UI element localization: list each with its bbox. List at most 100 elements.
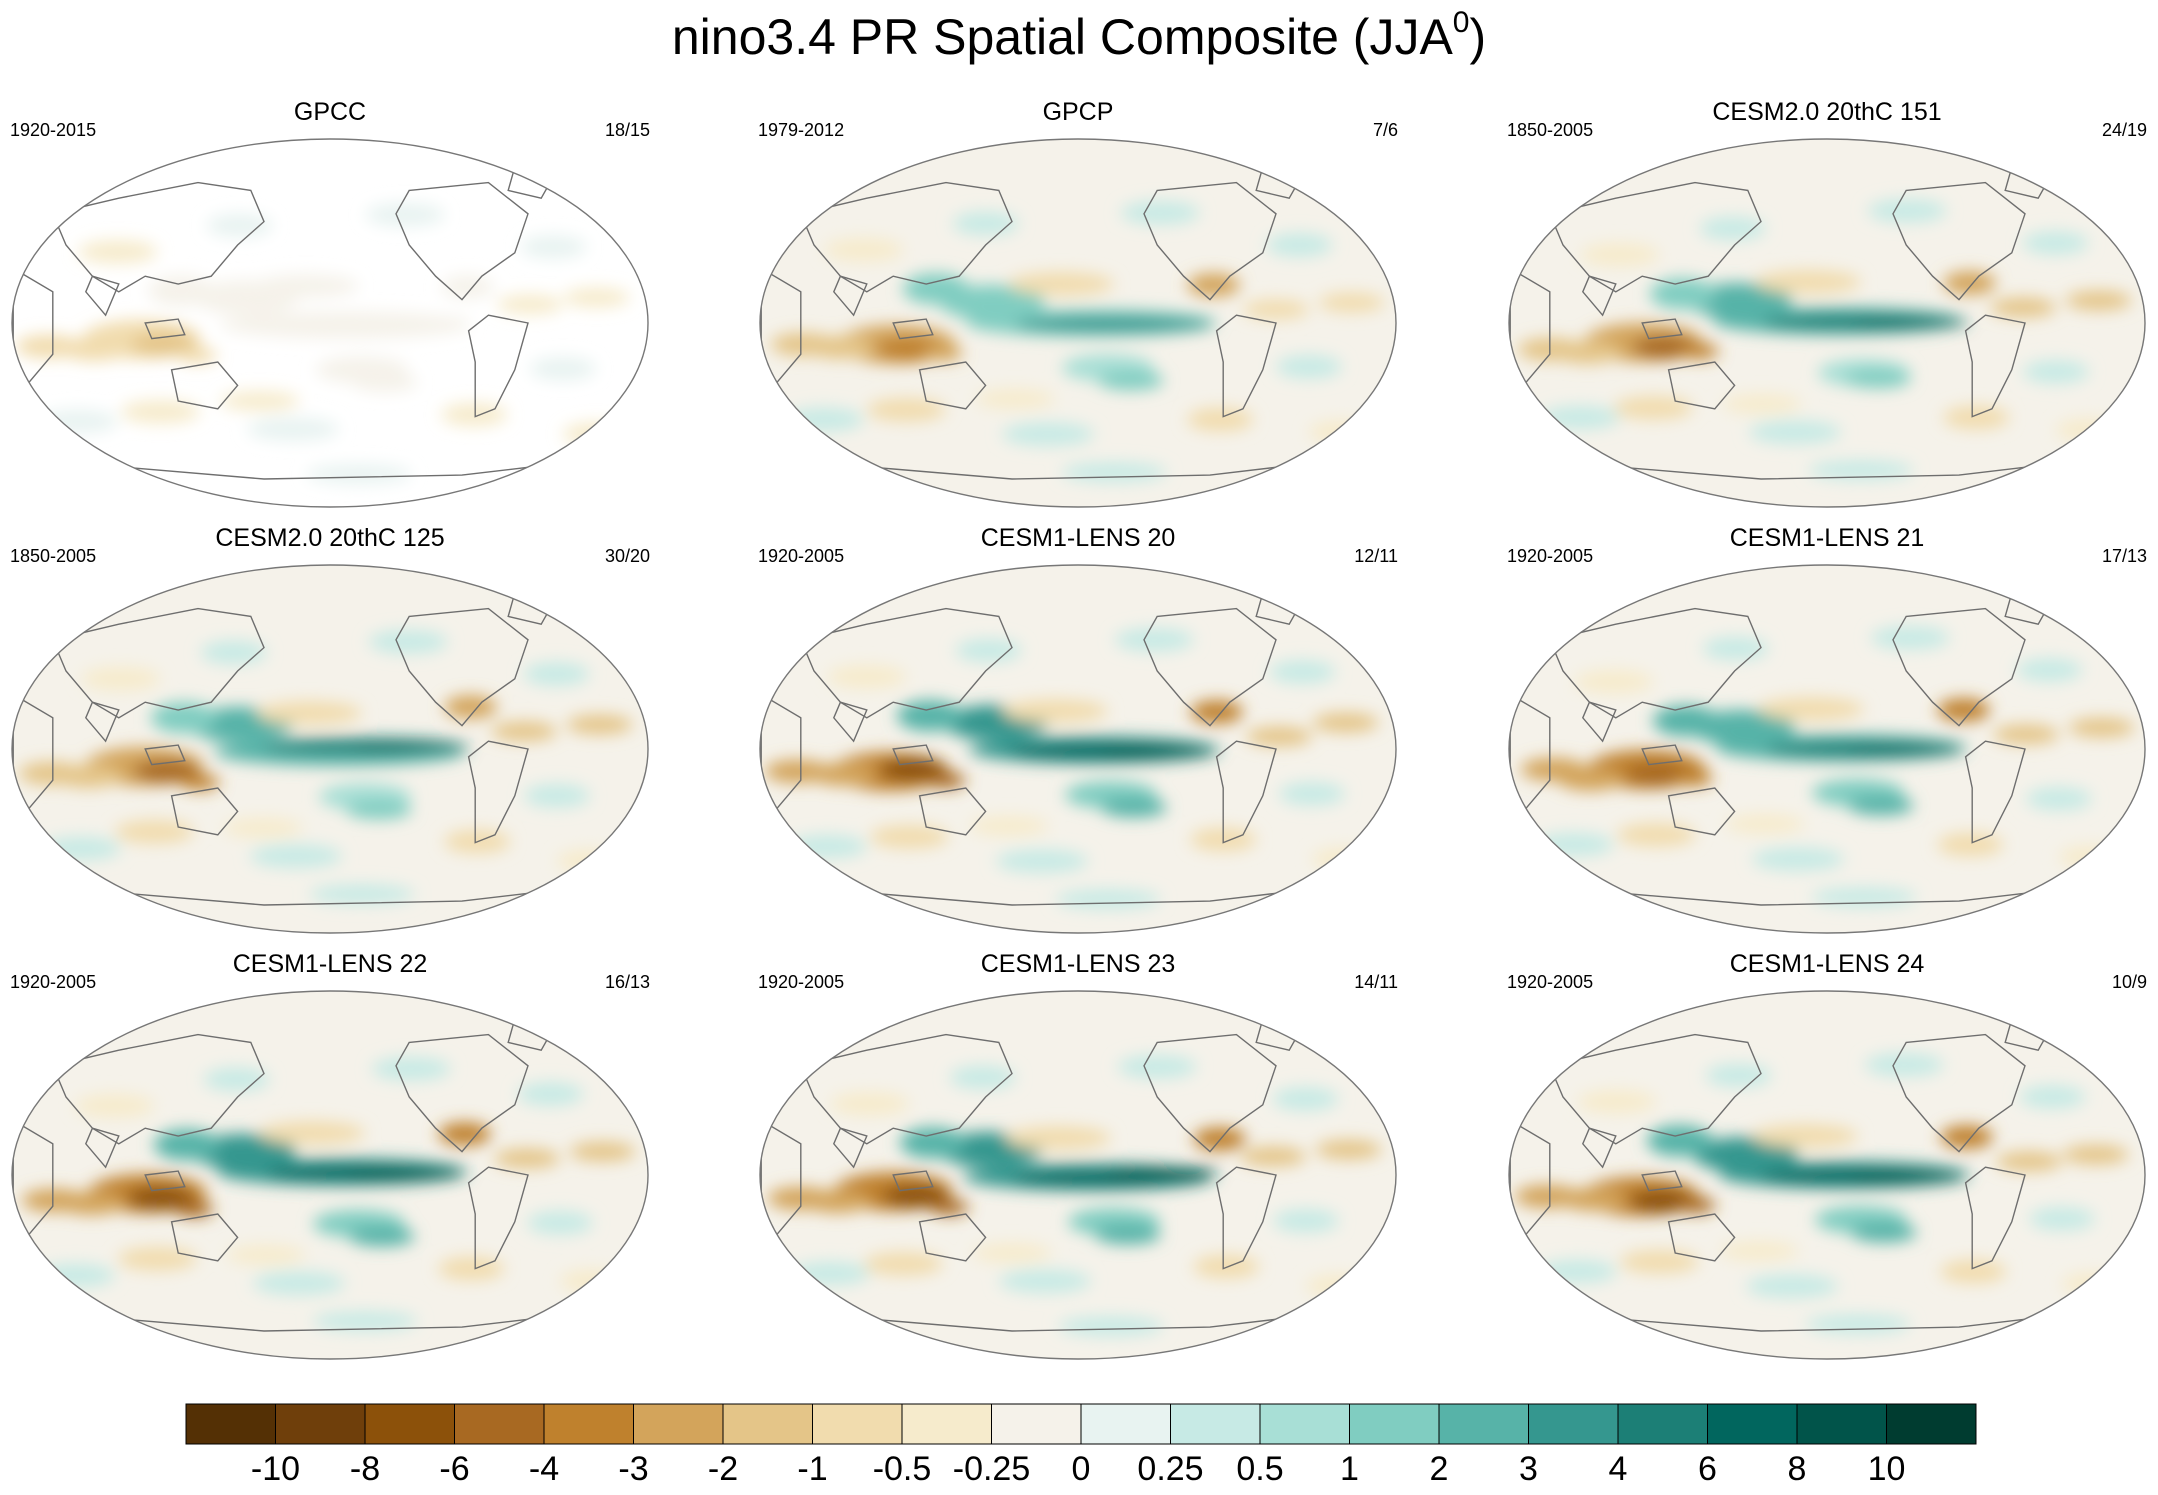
colorbar-tick-label: 8	[1788, 1450, 1807, 1488]
coastline	[918, 361, 987, 410]
map-border	[1508, 564, 2146, 934]
colorbar-tick-label: 2	[1430, 1450, 1449, 1488]
anomaly-blob	[1117, 1055, 1197, 1079]
anomaly-blob	[952, 211, 1019, 236]
anomaly-blob	[569, 1141, 636, 1162]
anomaly-blob	[1001, 422, 1095, 446]
coastline	[170, 361, 239, 410]
panel-count: 14/11	[1354, 972, 1398, 992]
colorbar-tick-label: 0	[1072, 1450, 1091, 1488]
colorbar-tick-label: -0.25	[953, 1450, 1031, 1488]
anomaly-blob	[1273, 1209, 1339, 1233]
panel-title: GPCP	[1042, 98, 1114, 126]
anomaly-blob	[1679, 343, 1719, 359]
anomaly-blob	[1943, 405, 2010, 430]
anomaly-blob	[1114, 628, 1194, 652]
anomaly-blob	[21, 1188, 88, 1213]
colorbar-swatch	[991, 1403, 1082, 1445]
anomaly-blob	[38, 409, 118, 434]
coastline	[832, 1127, 868, 1169]
anomaly-blob	[929, 1199, 969, 1215]
colorbar-swatch	[185, 1403, 276, 1445]
figure-title-text: nino3.4 PR Spatial Composite (JJA	[671, 9, 1453, 65]
anomaly-blob	[253, 274, 359, 298]
panel-title: CESM2.0 20thC 125	[215, 524, 445, 552]
anomaly-blob	[180, 774, 220, 790]
anomaly-blob	[117, 1247, 197, 1271]
anomaly-blob	[1061, 462, 1167, 482]
anomaly-blob	[520, 235, 587, 259]
map-border	[11, 564, 649, 934]
colorbar-swatch	[454, 1403, 545, 1445]
map-panel: CESM1-LENS 24 1920-2005 10/9	[1497, 950, 2157, 1370]
colorbar-tick-label: -6	[439, 1450, 469, 1488]
figure-title-superscript: 0	[1452, 6, 1470, 40]
anomaly-blob	[1616, 823, 1696, 847]
anomaly-blob	[1318, 292, 1385, 313]
anomaly-blob	[1940, 1125, 1993, 1149]
colorbar-tick-label: -8	[350, 1450, 380, 1488]
anomaly-blob	[365, 203, 445, 227]
anomaly-blob	[1844, 368, 1911, 389]
coastline	[1215, 740, 1277, 844]
anomaly-blob	[348, 1226, 415, 1247]
coastline	[1581, 701, 1617, 743]
coastline	[799, 181, 1013, 293]
anomaly-blob	[75, 1094, 155, 1118]
figure-title-close: )	[1469, 9, 1487, 65]
anomaly-blob	[18, 761, 85, 786]
anomaly-blob	[206, 213, 273, 238]
anomaly-blob	[306, 464, 412, 484]
anomaly-blob	[1309, 420, 1375, 444]
anomaly-blob	[78, 240, 158, 264]
anomaly-blob	[1990, 297, 2056, 318]
anomaly-blob	[368, 630, 448, 654]
map-panel: CESM1-LENS 21 1920-2005 17/13	[1497, 524, 2157, 944]
anomaly-blob	[120, 400, 200, 424]
colorbar-swatch	[1259, 1403, 1350, 1445]
panel-years: 1920-2015	[10, 120, 97, 140]
panel-years: 1920-2005	[1507, 972, 1594, 992]
anomaly-blob	[2026, 787, 2092, 811]
anomaly-blob	[1719, 1241, 1799, 1261]
coastline	[144, 1170, 186, 1192]
anomaly-blob	[1699, 216, 1766, 241]
map-border	[759, 564, 1397, 934]
anomaly-blob	[784, 407, 864, 432]
anomaly-blob	[1870, 626, 1950, 650]
anomaly-blob	[1097, 747, 1217, 757]
anomaly-blob	[1692, 1137, 1798, 1173]
anomaly-blob	[1312, 712, 1379, 733]
map-border	[1508, 990, 2146, 1360]
anomaly-blob	[1613, 396, 1693, 420]
anomaly-blob	[1120, 201, 1200, 225]
anomaly-blob	[1745, 1274, 1839, 1298]
anomaly-blob	[764, 759, 831, 784]
colorbar-swatch	[812, 1403, 903, 1445]
colorbar-swatch	[633, 1403, 724, 1445]
anomaly-blob	[1943, 271, 1996, 295]
coastline	[84, 275, 120, 317]
panel-count: 17/13	[2101, 546, 2147, 566]
panel-count: 30/20	[604, 546, 650, 566]
map-image	[1508, 138, 2146, 508]
anomaly-blob	[1517, 337, 1584, 362]
anomaly-blob	[1937, 832, 2004, 857]
coastline	[1964, 314, 2026, 418]
coastline	[467, 314, 529, 418]
anomaly-blob	[1187, 407, 1254, 432]
coastline	[395, 607, 529, 727]
anomaly-blob	[2019, 1085, 2086, 1109]
anomaly-blob	[348, 315, 468, 325]
anomaly-blob	[1850, 1222, 1917, 1243]
anomaly-blob	[969, 816, 1049, 836]
anomaly-blob	[563, 287, 630, 308]
colorbar-swatch	[364, 1403, 455, 1445]
coastline	[144, 744, 186, 766]
panel-title: CESM2.0 20thC 151	[1712, 98, 1942, 126]
anomaly-blob	[1937, 698, 1990, 722]
anomaly-blob	[1577, 1090, 1657, 1114]
map-panel: CESM1-LENS 22 1920-2005 16/13	[0, 950, 660, 1370]
panel-title: CESM1-LENS 20	[980, 524, 1176, 552]
anomaly-blob	[1705, 1063, 1772, 1088]
